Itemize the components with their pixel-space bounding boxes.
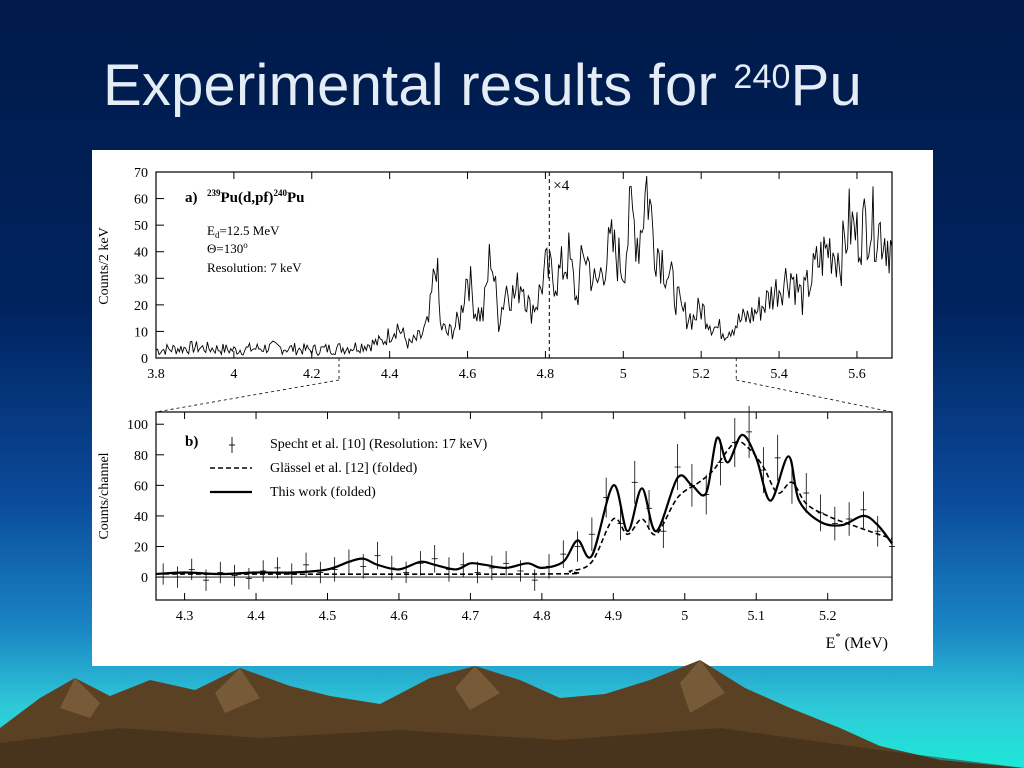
panel-b-xtick-label: 4.7 [462, 609, 480, 624]
panel-a-spectrum-line [155, 175, 893, 357]
panel-b-ytick-label: 60 [134, 479, 148, 494]
panel-a-xtick-label: 5 [620, 367, 627, 382]
panel-b-xtick-label: 4.4 [247, 609, 264, 624]
panel-a-xtick-label: 5.6 [848, 367, 866, 382]
panel-b-ytick-label: 100 [127, 418, 148, 433]
panel-b-xlabel: E* (MeV) [826, 632, 888, 652]
panel-a-ytick-label: 50 [134, 219, 148, 234]
legend-this-work-label: This work (folded) [270, 485, 376, 500]
panel-a-xtick-label: 4.6 [459, 367, 477, 382]
figure-panel: a) 239Pu(d,pf)240Pu Ed=12.5 MeV Θ=130o R… [92, 150, 933, 666]
panel-a-marks: ×4 [155, 172, 893, 358]
panel-b-ytick-label: 20 [134, 541, 148, 556]
panel-b-label: b) [185, 434, 198, 450]
panel-a-ytick-label: 0 [141, 352, 148, 367]
panel-a-ytick-label: 70 [134, 166, 148, 181]
title-superscript: 240 [733, 58, 791, 96]
panel-b-ytick-label: 80 [134, 449, 148, 464]
glassel-dashed-line [155, 440, 893, 576]
panel-b-frame [155, 411, 893, 601]
panel-b-xtick-label: 5 [681, 609, 688, 624]
reaction-mid: Pu(d,pf) [221, 190, 274, 206]
reaction-end: Pu [287, 190, 305, 206]
panel-a-xtick-label: 4.2 [303, 367, 321, 382]
legend-glassel-label: Glässel et al. [12] (folded) [270, 461, 418, 476]
panel-a-xtick-label: 3.8 [147, 367, 165, 382]
legend-specht-label: Specht et al. [10] (Resolution: 17 keV) [270, 437, 488, 452]
panel-b-xtick-label: 4.6 [390, 609, 408, 624]
panel-b-marks [155, 405, 895, 591]
panel-a-xtick-label: 5.2 [692, 367, 710, 382]
reaction-sup-2: 240 [273, 188, 287, 198]
panel-b-xtick-label: 4.3 [176, 609, 194, 624]
panel-a-frame [155, 171, 893, 359]
zoom-left-line [155, 379, 340, 413]
panel-b-xtick-label: 4.5 [319, 609, 337, 624]
panel-a-ytick-label: 20 [134, 299, 148, 314]
panel-b-legend: Specht et al. [10] (Resolution: 17 keV) G… [210, 437, 488, 500]
panel-b-ylabel: Counts/channel [97, 452, 112, 539]
param-angle: Θ=130o [207, 240, 248, 256]
panel-a-xtick-label: 4 [230, 367, 237, 382]
reaction-sup-1: 239 [207, 188, 221, 198]
panel-a-ytick-label: 60 [134, 193, 148, 208]
panel-b-axes: 4.3 4.4 4.5 4.6 4.7 4.8 4.9 5 5.1 5.2 0 20 40 60 80 100 [127, 412, 836, 624]
title-element-text: Pu [790, 53, 863, 118]
panel-b-xtick-label: 4.9 [605, 609, 623, 624]
panel-a-xtick-label: 5.4 [770, 367, 788, 382]
panel-b-xtick-label: 4.8 [533, 609, 551, 624]
title-main-text: Experimental results for [103, 53, 734, 118]
mountain-highlights [60, 660, 725, 718]
scale-marker-label: ×4 [553, 178, 569, 194]
panel-a-ytick-label: 40 [134, 246, 148, 261]
panel-a-ylabel: Counts/2 keV [97, 227, 112, 304]
panel-a-axes: 3.8 4 4.2 4.4 4.6 4.8 5 5.2 5.4 5.6 0 10 20 30 40 50 60 7… [134, 166, 866, 382]
mountain-shadows [0, 728, 1024, 768]
param-energy: Ed=12.5 MeV [207, 223, 280, 240]
zoom-right-line [736, 379, 893, 413]
panel-b-xtick-label: 5.1 [747, 609, 765, 624]
panel-a-ytick-label: 10 [134, 325, 148, 340]
panel-b-xtick-label: 5.2 [819, 609, 837, 624]
mountain-decoration [0, 660, 1024, 768]
panel-a-xtick-label: 4.4 [381, 367, 399, 382]
this-work-solid-line [155, 433, 893, 576]
panel-a-reaction: 239Pu(d,pf)240Pu [207, 188, 304, 206]
panel-a-info: a) 239Pu(d,pf)240Pu Ed=12.5 MeV Θ=130o R… [185, 188, 304, 275]
spectra-figure: a) 239Pu(d,pf)240Pu Ed=12.5 MeV Θ=130o R… [97, 166, 895, 652]
param-resolution: Resolution: 7 keV [207, 260, 302, 275]
panel-a-xtick-label: 4.8 [537, 367, 555, 382]
panel-b-ytick-label: 0 [141, 571, 148, 586]
panel-a-ytick-label: 30 [134, 272, 148, 287]
zoom-connector [155, 358, 893, 413]
panel-b-ytick-label: 40 [134, 510, 148, 525]
panel-a-label: a) [185, 190, 198, 206]
slide-title: Experimental results for 240Pu [103, 52, 862, 119]
